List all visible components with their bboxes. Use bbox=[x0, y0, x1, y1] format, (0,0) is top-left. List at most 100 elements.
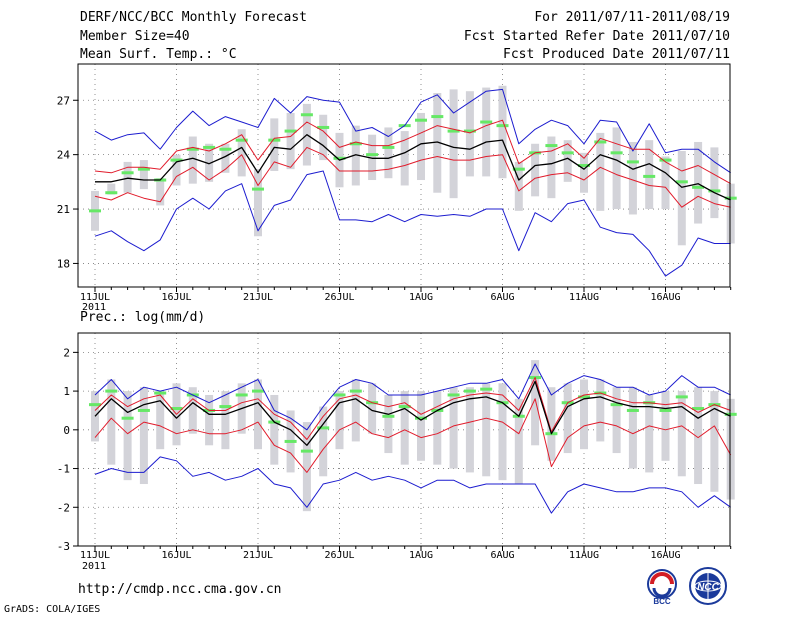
panel2-median-mark bbox=[333, 393, 346, 397]
grads-credit: GrADS: COLA/IGES bbox=[4, 604, 101, 615]
panel1-median-mark bbox=[366, 153, 379, 157]
panel1-ensemble-box bbox=[384, 127, 393, 179]
panel2-ensemble-box bbox=[710, 391, 719, 492]
panel2-median-mark bbox=[724, 412, 737, 416]
panel1-ensemble-box bbox=[417, 112, 425, 181]
panel2-ensemble-box bbox=[384, 394, 393, 454]
panel1-ensemble-box bbox=[726, 183, 735, 244]
panel2-median-mark bbox=[252, 389, 264, 393]
panel2-xtick-label: 21JUL bbox=[243, 550, 273, 561]
panel1-median-mark bbox=[561, 151, 574, 155]
panel1-ensemble-box bbox=[449, 89, 458, 199]
panel1-median-mark bbox=[203, 145, 216, 149]
panel2-ensemble-box bbox=[156, 391, 165, 450]
panel2-mean-minus-sd-line bbox=[94, 398, 732, 473]
panel1-median-mark bbox=[659, 158, 672, 162]
panel2-ytick-label: 2 bbox=[63, 346, 70, 359]
panel2-median-mark bbox=[480, 387, 493, 391]
panel1-median-mark bbox=[121, 171, 134, 175]
forecast-title: DERF/NCC/BCC Monthly Forecast bbox=[80, 10, 307, 25]
panel2-ensemble-box bbox=[531, 360, 540, 446]
panel2-median-mark bbox=[659, 408, 672, 412]
panel1-median-mark bbox=[89, 209, 101, 213]
panel2-xtick-label: 11JUL bbox=[80, 550, 110, 561]
panel2-ensemble-box bbox=[433, 391, 442, 465]
variable-label: Mean Surf. Temp.: °C bbox=[80, 47, 237, 62]
panel1-ensemble-box bbox=[710, 147, 719, 219]
panel2-xtick-label: 16AUG bbox=[650, 550, 680, 561]
ncc-logo-icon: NCC bbox=[689, 567, 727, 605]
panel1-median-mark bbox=[415, 118, 427, 122]
bcc-logo-text: BCC bbox=[653, 597, 671, 606]
panel2-ensemble-box bbox=[351, 379, 360, 442]
panel1-ensemble-box bbox=[188, 136, 197, 184]
panel2-median-mark bbox=[170, 407, 183, 411]
panel1-ensemble-box bbox=[400, 131, 409, 186]
panel2-median-mark bbox=[578, 395, 590, 399]
panel1-xtick-label: 11AUG bbox=[569, 292, 599, 303]
panel2-ensemble-box bbox=[580, 379, 588, 450]
panel2-ensemble-box bbox=[547, 387, 556, 461]
panel1-median-mark bbox=[284, 129, 297, 133]
panel2-xtick-label: 16JUL bbox=[161, 550, 191, 561]
panel2-ensemble-box bbox=[449, 387, 458, 469]
panel1-median-mark bbox=[219, 147, 232, 151]
panel2-ytick-label: -1 bbox=[57, 463, 70, 476]
panel2-ensemble-box bbox=[628, 387, 637, 469]
panel1-xtick-label: 6AUG bbox=[490, 292, 514, 303]
panel2-median-mark bbox=[235, 393, 248, 397]
panel1-ensemble-box bbox=[661, 156, 670, 210]
panel2-ensemble-box bbox=[677, 391, 686, 477]
panel1-ensemble-box bbox=[531, 143, 540, 197]
panel1-median-mark bbox=[252, 187, 264, 191]
panel2-ensemble-box bbox=[726, 398, 735, 500]
panel2-median-mark bbox=[219, 405, 232, 409]
panel1-ensemble-box bbox=[221, 143, 230, 173]
panel2-ensemble-box bbox=[661, 391, 670, 461]
panel2-median-mark bbox=[137, 408, 150, 412]
panel2-ensemble-box bbox=[563, 383, 572, 454]
panel1-xtick-label: 21JUL bbox=[243, 292, 273, 303]
panel2-median-mark bbox=[398, 405, 411, 409]
panel1-median-mark bbox=[643, 174, 656, 178]
panel2-frame bbox=[77, 332, 731, 547]
panel1-ensemble-box bbox=[498, 85, 507, 179]
panel1-median-mark bbox=[317, 125, 330, 129]
panel1-median-mark bbox=[382, 145, 395, 149]
fcst-produced-date: Fcst Produced Date 2011/07/11 bbox=[503, 47, 730, 62]
panel1-ensemble-box bbox=[237, 129, 246, 177]
panel1-median-mark bbox=[463, 129, 476, 133]
panel1-ensemble-box bbox=[628, 141, 637, 215]
panel1-median-mark bbox=[692, 185, 705, 189]
panel2-ensemble-box bbox=[302, 422, 311, 512]
panel2-median-mark bbox=[300, 449, 313, 453]
source-url[interactable]: http://cmdp.ncc.cma.gov.cn bbox=[78, 582, 282, 597]
panel2-ytick-label: -2 bbox=[57, 501, 70, 514]
panel1-ensemble-box bbox=[694, 141, 703, 224]
panel1-ensemble-box bbox=[172, 154, 181, 186]
panel2-xtick-label: 26JUL bbox=[324, 550, 354, 561]
panel2-ensemble-box bbox=[498, 383, 507, 481]
panel2-mean-line bbox=[94, 380, 731, 446]
panel1-ytick-label: 21 bbox=[57, 203, 70, 216]
panel1-median-mark bbox=[186, 147, 199, 151]
panel2-median-mark bbox=[675, 395, 688, 399]
panel2-median-mark bbox=[105, 389, 118, 393]
panel1-xtick-label: 11JUL bbox=[80, 292, 110, 303]
panel1-median-mark bbox=[170, 158, 183, 162]
panel2-ensemble-box bbox=[465, 387, 474, 473]
panel2-min-line bbox=[94, 456, 731, 514]
panel2-xtick-label: 6AUG bbox=[490, 550, 514, 561]
panel1-ensemble-box bbox=[368, 134, 377, 181]
panel1-median-mark bbox=[349, 142, 362, 146]
panel1-ytick-label: 18 bbox=[57, 257, 70, 270]
panel1-ytick-label: 24 bbox=[57, 149, 71, 162]
panel1-median-mark bbox=[578, 164, 590, 168]
panel2-median-mark bbox=[463, 389, 476, 393]
panel1-min-line bbox=[94, 170, 731, 277]
panel2-ensemble-box bbox=[139, 387, 148, 485]
panel1-median-mark bbox=[431, 115, 444, 119]
precip-subtitle: Prec.: log(mm/d) bbox=[80, 310, 205, 325]
panel1-median-mark bbox=[610, 151, 623, 155]
panel1-ensemble-box bbox=[580, 152, 588, 193]
